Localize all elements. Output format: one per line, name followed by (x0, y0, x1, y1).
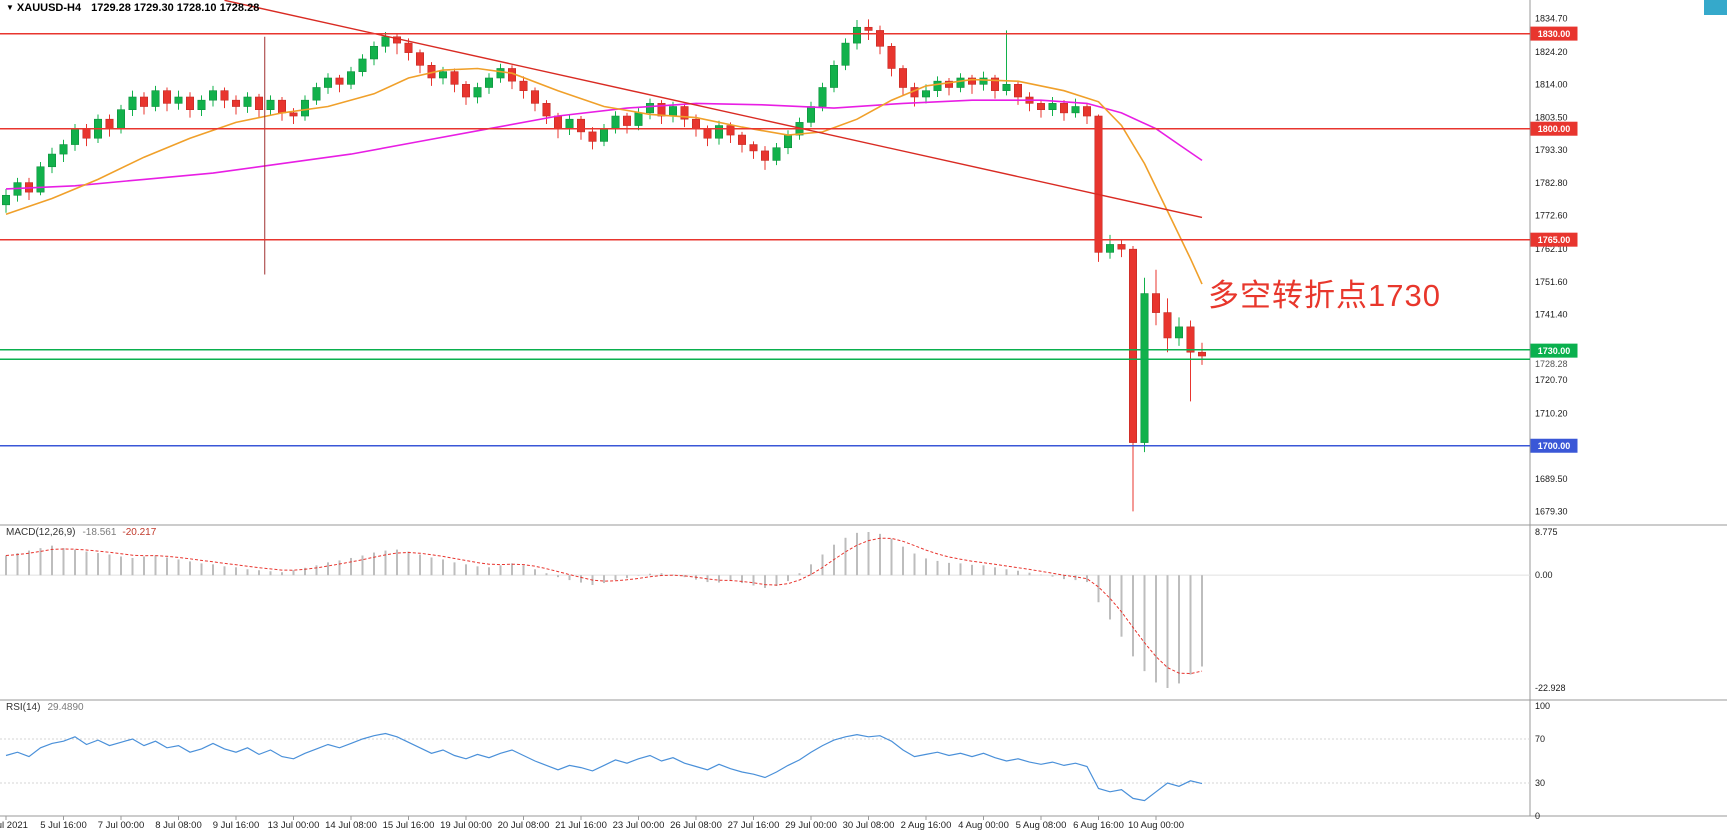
svg-text:2 Aug 16:00: 2 Aug 16:00 (901, 820, 952, 831)
moving-averages (5, 67, 1203, 285)
svg-text:1782.80: 1782.80 (1535, 178, 1568, 188)
price-axis: 1834.70 1824.20 1814.00 1803.50 1793.30 1782.… (1530, 14, 1578, 821)
svg-text:13 Jul 00:00: 13 Jul 00:00 (268, 820, 320, 831)
svg-text:1793.30: 1793.30 (1535, 145, 1568, 155)
svg-text:14 Jul 08:00: 14 Jul 08:00 (325, 820, 377, 831)
rsi-value: 29.4890 (47, 702, 84, 713)
svg-text:1834.70: 1834.70 (1535, 14, 1568, 24)
svg-text:9 Jul 16:00: 9 Jul 16:00 (213, 820, 259, 831)
svg-text:100: 100 (1535, 701, 1550, 711)
svg-text:1741.40: 1741.40 (1535, 309, 1568, 319)
svg-text:4 Aug 00:00: 4 Aug 00:00 (958, 820, 1009, 831)
svg-text:19 Jul 00:00: 19 Jul 00:00 (440, 820, 492, 831)
svg-text:1800.00: 1800.00 (1538, 124, 1571, 134)
macd-indicator-label: MACD(12,26,9) -18.561 -20.217 (6, 527, 156, 538)
annotation-text: 多空转折点1730 (1208, 278, 1441, 313)
svg-text:0: 0 (1535, 811, 1540, 821)
rsi-line (5, 732, 1203, 802)
price-level-badge (1530, 438, 1578, 453)
ohlc-quote-label: 1729.28 1729.30 1728.10 1728.28 (91, 2, 260, 14)
svg-text:30: 30 (1535, 778, 1545, 788)
svg-text:23 Jul 00:00: 23 Jul 00:00 (613, 820, 665, 831)
svg-text:2 Jul 2021: 2 Jul 2021 (0, 820, 28, 831)
ma-fast-orange (5, 67, 1203, 285)
svg-text:70: 70 (1535, 734, 1545, 744)
rsi-name: RSI(14) (6, 702, 41, 713)
svg-text:20 Jul 08:00: 20 Jul 08:00 (498, 820, 550, 831)
svg-text:29 Jul 00:00: 29 Jul 00:00 (785, 820, 837, 831)
collapse-triangle-icon[interactable]: ▼ (6, 3, 14, 12)
ma-slow-magenta (5, 99, 1203, 190)
time-axis: 2 Jul 2021 5 Jul 16:00 7 Jul 00:00 8 Jul 08… (0, 816, 1184, 831)
price-level-badge (1530, 232, 1578, 247)
svg-text:8 Jul 08:00: 8 Jul 08:00 (155, 820, 201, 831)
macd-signal-value: -20.217 (122, 527, 157, 538)
top-right-corner-box[interactable] (1704, 0, 1727, 15)
svg-text:1728.28: 1728.28 (1535, 359, 1568, 369)
symbol-timeframe-label: XAUUSD-H4 (16, 2, 82, 14)
svg-text:1689.50: 1689.50 (1535, 474, 1568, 484)
svg-text:1772.60: 1772.60 (1535, 211, 1568, 221)
candles (1, 19, 1207, 512)
svg-text:-22.928: -22.928 (1535, 683, 1566, 693)
svg-text:1765.00: 1765.00 (1538, 235, 1571, 245)
rsi-panel (5, 732, 1203, 802)
svg-text:10 Aug 00:00: 10 Aug 00:00 (1128, 820, 1184, 831)
line-objects (0, 0, 1530, 447)
macd-main-value: -18.561 (82, 527, 117, 538)
svg-text:1700.00: 1700.00 (1538, 441, 1571, 451)
svg-text:1814.00: 1814.00 (1535, 79, 1568, 89)
svg-text:1824.20: 1824.20 (1535, 47, 1568, 57)
svg-text:1803.50: 1803.50 (1535, 113, 1568, 123)
svg-text:5 Jul 16:00: 5 Jul 16:00 (40, 820, 86, 831)
price-level-badge (1530, 343, 1578, 358)
chart-header: ▼ XAUUSD-H4 1729.28 1729.30 1728.10 1728.2… (6, 2, 259, 14)
panel-frame (0, 0, 1727, 817)
rsi-indicator-label: RSI(14) 29.4890 (6, 702, 84, 713)
macd-signal-line (5, 537, 1203, 675)
svg-text:7 Jul 00:00: 7 Jul 00:00 (98, 820, 144, 831)
svg-text:1710.20: 1710.20 (1535, 408, 1568, 418)
svg-text:6 Aug 16:00: 6 Aug 16:00 (1073, 820, 1124, 831)
svg-text:26 Jul 08:00: 26 Jul 08:00 (670, 820, 722, 831)
svg-text:15 Jul 16:00: 15 Jul 16:00 (383, 820, 435, 831)
price-level-badge (1530, 26, 1578, 41)
svg-text:5 Aug 08:00: 5 Aug 08:00 (1016, 820, 1067, 831)
svg-text:1679.30: 1679.30 (1535, 506, 1568, 516)
svg-text:1751.60: 1751.60 (1535, 277, 1568, 287)
svg-text:0.00: 0.00 (1535, 570, 1553, 580)
svg-text:27 Jul 16:00: 27 Jul 16:00 (728, 820, 780, 831)
macd-name: MACD(12,26,9) (6, 527, 76, 538)
svg-text:1762.10: 1762.10 (1535, 244, 1568, 254)
svg-text:8.775: 8.775 (1535, 527, 1558, 537)
macd-panel (5, 532, 1203, 688)
price-level-badge (1530, 121, 1578, 136)
svg-text:30 Jul 08:00: 30 Jul 08:00 (843, 820, 895, 831)
svg-text:1830.00: 1830.00 (1538, 29, 1571, 39)
descending-trendline (224, 0, 1203, 219)
svg-text:21 Jul 16:00: 21 Jul 16:00 (555, 820, 607, 831)
svg-text:1730.00: 1730.00 (1538, 346, 1571, 356)
svg-text:1720.70: 1720.70 (1535, 375, 1568, 385)
